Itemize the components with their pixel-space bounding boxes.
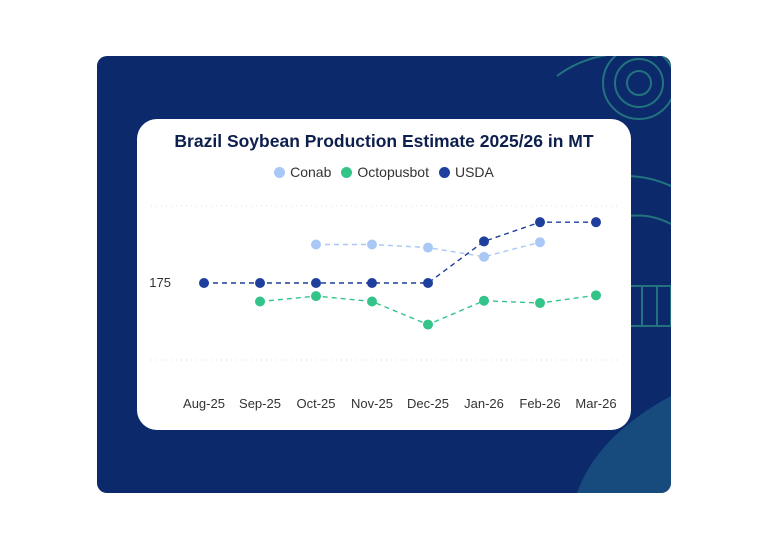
data-point-usda: [423, 278, 433, 288]
data-point-conab: [311, 239, 321, 250]
series-line-usda: [204, 221, 596, 284]
chart-plot-area: 175 Aug-25 Sep-25 Oct-25 Nov-25 Dec-25 Jan-26…: [149, 205, 617, 411]
x-tick-labels: Aug-25 Sep-25 Oct-25 Nov-25 Dec-25 Jan-26 Feb-…: [183, 396, 617, 411]
series-points: [199, 217, 601, 330]
x-tick-label: Aug-25: [183, 396, 225, 411]
data-point-usda: [535, 217, 545, 228]
data-point-octopusbot: [479, 295, 489, 306]
x-tick-label: Jan-26: [464, 396, 504, 411]
data-point-conab: [423, 242, 433, 253]
legend-label: Octopusbot: [357, 164, 429, 180]
legend-item-octopusbot: Octopusbot: [341, 164, 429, 180]
legend-marker: [274, 166, 286, 178]
data-point-octopusbot: [255, 296, 265, 307]
legend-marker: [341, 166, 353, 178]
data-point-conab: [479, 251, 489, 262]
data-point-octopusbot: [535, 298, 545, 309]
decorative-leaf-pattern: [556, 56, 671, 493]
y-tick-labels: 175: [149, 275, 171, 290]
x-tick-label: Mar-26: [575, 396, 616, 411]
data-point-conab: [367, 239, 377, 250]
data-point-usda: [199, 278, 209, 288]
series-lines: [204, 221, 597, 326]
legend: Conab Octopusbot USDA: [137, 164, 631, 180]
legend-item-usda: USDA: [438, 164, 494, 180]
data-point-usda: [479, 236, 489, 247]
x-tick-label: Dec-25: [407, 396, 449, 411]
data-point-octopusbot: [311, 291, 321, 302]
chart-card: 175 Aug-25 Sep-25 Oct-25 Nov-25 Dec-25 Jan-26…: [137, 119, 631, 430]
y-tick-label: 175: [149, 275, 171, 290]
x-tick-label: Oct-25: [296, 396, 335, 411]
data-point-usda: [311, 278, 321, 288]
legend-label: USDA: [454, 164, 494, 180]
x-tick-label: Nov-25: [351, 396, 393, 411]
chart-title: Brazil Soybean Production Estimate 2025/…: [174, 131, 594, 151]
data-point-usda: [591, 217, 601, 228]
legend-marker: [438, 166, 450, 178]
data-point-usda: [367, 278, 377, 288]
legend-label: Conab: [290, 164, 332, 180]
x-tick-label: Sep-25: [239, 396, 281, 411]
legend-item-conab: Conab: [274, 164, 331, 180]
x-tick-label: Feb-26: [519, 396, 560, 411]
data-point-octopusbot: [423, 319, 433, 330]
data-point-usda: [255, 278, 265, 288]
data-point-octopusbot: [367, 296, 377, 307]
data-point-conab: [535, 237, 545, 248]
data-point-octopusbot: [591, 290, 601, 301]
